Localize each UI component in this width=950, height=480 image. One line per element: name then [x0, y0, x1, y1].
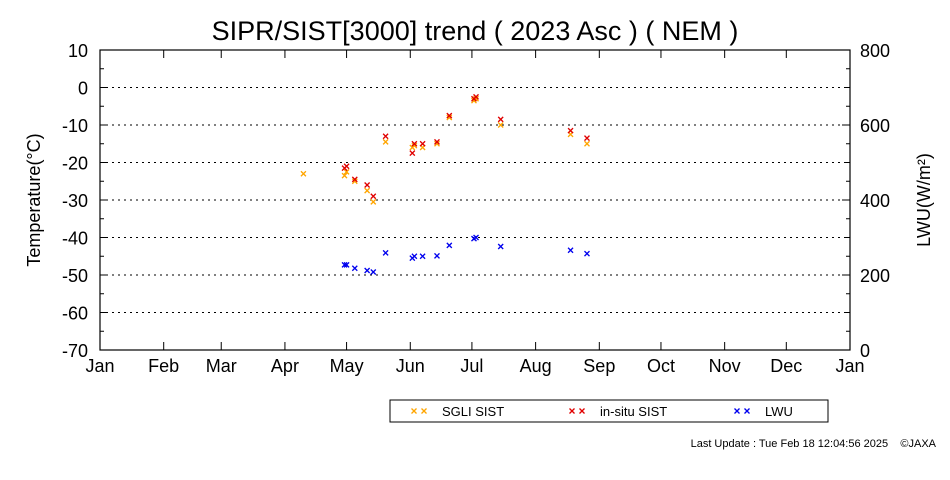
x-tick-label: Jan — [835, 356, 864, 376]
grid-lines — [100, 87, 850, 313]
footer: Last Update : Tue Feb 18 12:04:56 2025 ©… — [691, 438, 936, 450]
point-sgli-sist — [370, 198, 377, 205]
point-in-situ-sist — [411, 140, 418, 147]
y-right-tick-label: 400 — [860, 191, 890, 211]
point-sgli-sist — [411, 142, 418, 149]
legend-label-lwu: LWU — [765, 404, 793, 419]
point-in-situ-sist — [370, 193, 377, 200]
y-axis-left: 10 0 -10 -20 -30 -40 -50 -60 -70 — [62, 41, 108, 361]
point-lwu — [567, 247, 574, 254]
x-tick-label: Apr — [271, 356, 299, 376]
point-lwu — [370, 269, 377, 275]
point-lwu — [343, 261, 350, 268]
x-tick-label: Nov — [709, 356, 741, 376]
point-in-situ-sist — [382, 133, 389, 140]
y-left-tick-label: -60 — [62, 304, 88, 324]
point-sgli-sist — [584, 140, 590, 147]
y-axis-right-label: LWU(W/m²) — [914, 153, 934, 247]
point-sgli-sist — [497, 122, 504, 128]
x-tick-label: Dec — [770, 356, 802, 376]
point-sgli-sist — [446, 114, 453, 121]
point-in-situ-sist — [419, 140, 426, 147]
point-lwu — [584, 250, 590, 257]
x-tick-label: Oct — [647, 356, 675, 376]
point-lwu — [434, 252, 440, 259]
point-in-situ-sist — [446, 112, 453, 119]
chart-title: SIPR/SIST[3000] trend ( 2023 Asc ) ( NEM… — [212, 16, 739, 46]
y-axis-left-label: Temperature(°C) — [24, 133, 44, 266]
point-in-situ-sist — [409, 150, 416, 157]
x-tick-label: Jun — [396, 356, 425, 376]
y-left-tick-label: -70 — [62, 341, 88, 361]
y-left-tick-label: -10 — [62, 116, 88, 136]
y-right-tick-label: 0 — [860, 341, 870, 361]
x-tick-label: Feb — [148, 356, 179, 376]
legend: SGLI SIST in-situ SIST LWU — [389, 399, 829, 423]
copyright-text: ©JAXA — [900, 438, 936, 450]
point-lwu — [446, 242, 453, 249]
point-lwu — [497, 243, 504, 250]
x-tick-label: Jan — [85, 356, 114, 376]
point-sgli-sist — [382, 138, 389, 145]
point-sgli-sist — [351, 178, 358, 185]
point-lwu — [419, 253, 426, 260]
last-update-text: Last Update : Tue Feb 18 12:04:56 2025 — [690, 438, 889, 450]
point-lwu — [382, 249, 389, 256]
point-sgli-sist — [300, 170, 307, 177]
x-tick-label: Sep — [583, 356, 615, 376]
point-in-situ-sist — [497, 116, 504, 123]
point-lwu — [411, 253, 418, 260]
legend-marker-sgli-sist — [421, 408, 427, 414]
point-lwu — [341, 261, 348, 268]
x-axis: Jan Feb Mar Apr May Jun Jul Aug Sep Oct Nov Dec Jan — [85, 50, 865, 376]
x-tick-label: Aug — [520, 356, 552, 376]
point-in-situ-sist — [434, 138, 440, 145]
legend-marker-lwu — [734, 408, 740, 414]
point-lwu — [473, 234, 479, 241]
point-sgli-sist — [434, 140, 440, 147]
y-axis-right: 800 600 400 200 0 — [842, 41, 890, 361]
point-lwu — [351, 265, 358, 272]
y-left-tick-label: -20 — [62, 154, 88, 174]
y-left-tick-label: -40 — [62, 229, 88, 249]
y-right-tick-label: 200 — [860, 266, 890, 286]
point-sgli-sist — [473, 95, 479, 102]
y-left-tick-label: 0 — [78, 79, 88, 99]
legend-marker-lwu — [744, 408, 750, 414]
point-in-situ-sist — [351, 176, 358, 183]
y-left-tick-label: -50 — [62, 266, 88, 286]
y-left-tick-label: -30 — [62, 191, 88, 211]
legend-label-in-situ-sist: in-situ SIST — [600, 404, 667, 419]
point-sgli-sist — [343, 168, 350, 175]
x-tick-label: Jul — [460, 356, 483, 376]
y-right-tick-label: 800 — [860, 41, 890, 61]
legend-marker-sgli-sist — [411, 408, 417, 414]
data-points — [300, 93, 590, 275]
legend-box — [389, 399, 829, 423]
point-in-situ-sist — [567, 127, 574, 134]
y-right-tick-label: 600 — [860, 116, 890, 136]
point-sgli-sist — [364, 187, 371, 194]
point-in-situ-sist — [473, 93, 479, 100]
legend-label-sgli-sist: SGLI SIST — [442, 404, 504, 419]
y-left-tick-label: 10 — [68, 41, 88, 61]
point-lwu — [364, 267, 371, 274]
point-sgli-sist — [341, 172, 348, 179]
x-tick-label: Mar — [206, 356, 237, 376]
x-tick-label: May — [330, 356, 364, 376]
legend-marker-in-situ-sist — [579, 408, 585, 414]
point-in-situ-sist — [364, 182, 371, 188]
point-in-situ-sist — [584, 135, 590, 142]
legend-marker-in-situ-sist — [569, 408, 575, 414]
point-in-situ-sist — [343, 163, 350, 170]
